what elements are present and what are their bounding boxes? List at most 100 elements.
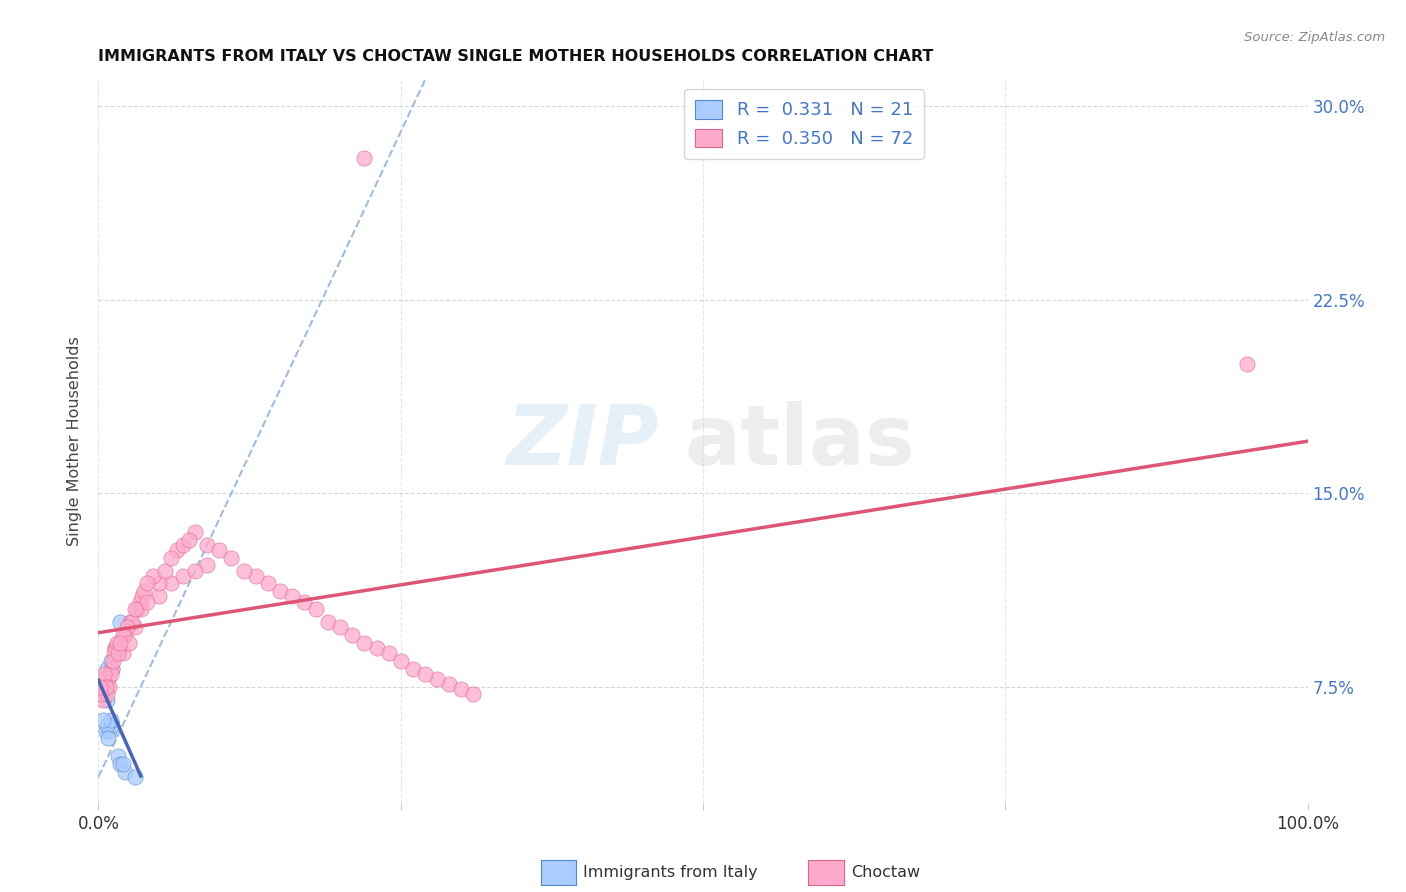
Point bbox=[366, 640, 388, 655]
Point bbox=[96, 662, 118, 676]
Point bbox=[195, 558, 218, 573]
Point bbox=[100, 718, 122, 732]
Point bbox=[172, 568, 194, 582]
Point bbox=[100, 662, 122, 676]
Point bbox=[208, 542, 231, 557]
Point bbox=[111, 757, 134, 772]
Point bbox=[256, 576, 278, 591]
Point bbox=[316, 615, 339, 630]
Point bbox=[94, 680, 117, 694]
Point bbox=[118, 636, 141, 650]
Point bbox=[103, 646, 125, 660]
Text: IMMIGRANTS FROM ITALY VS CHOCTAW SINGLE MOTHER HOUSEHOLDS CORRELATION CHART: IMMIGRANTS FROM ITALY VS CHOCTAW SINGLE … bbox=[98, 49, 934, 64]
Point bbox=[114, 628, 136, 642]
Point bbox=[94, 723, 117, 738]
Point bbox=[160, 550, 183, 565]
Point bbox=[94, 680, 117, 694]
Point bbox=[160, 576, 183, 591]
Point bbox=[108, 636, 131, 650]
Point bbox=[166, 542, 188, 557]
Point bbox=[111, 628, 134, 642]
Point bbox=[105, 636, 128, 650]
Y-axis label: Single Mother Households: Single Mother Households bbox=[67, 336, 83, 547]
Point bbox=[108, 757, 131, 772]
Point bbox=[142, 568, 165, 582]
Point bbox=[91, 672, 114, 686]
Point bbox=[450, 682, 472, 697]
Point bbox=[96, 692, 118, 706]
Point bbox=[377, 646, 399, 660]
Point bbox=[342, 628, 364, 642]
Point bbox=[104, 640, 127, 655]
Point bbox=[232, 564, 254, 578]
Point bbox=[131, 590, 153, 604]
Point bbox=[135, 576, 157, 591]
Point bbox=[153, 564, 176, 578]
Point bbox=[91, 692, 114, 706]
Point bbox=[179, 533, 201, 547]
Legend: R =  0.331   N = 21, R =  0.350   N = 72: R = 0.331 N = 21, R = 0.350 N = 72 bbox=[685, 89, 924, 159]
Point bbox=[91, 672, 114, 686]
Point bbox=[1236, 357, 1258, 371]
Point bbox=[329, 620, 352, 634]
Point bbox=[128, 594, 150, 608]
Point bbox=[195, 538, 218, 552]
Point bbox=[184, 564, 207, 578]
Point bbox=[107, 646, 129, 660]
Text: atlas: atlas bbox=[685, 401, 915, 482]
Point bbox=[305, 602, 328, 616]
Point bbox=[281, 590, 304, 604]
Point bbox=[121, 615, 143, 630]
Point bbox=[107, 749, 129, 764]
Point bbox=[98, 680, 121, 694]
Point bbox=[124, 620, 146, 634]
Point bbox=[108, 615, 131, 630]
Point bbox=[353, 151, 375, 165]
Point bbox=[117, 620, 139, 634]
Point bbox=[124, 602, 146, 616]
Point bbox=[100, 713, 122, 727]
Point bbox=[413, 666, 436, 681]
Point bbox=[101, 654, 124, 668]
Point bbox=[124, 770, 146, 784]
Point bbox=[118, 615, 141, 630]
Point bbox=[98, 723, 121, 738]
Text: ZIP: ZIP bbox=[506, 401, 658, 482]
Point bbox=[111, 646, 134, 660]
Point bbox=[135, 594, 157, 608]
Point bbox=[96, 718, 118, 732]
Point bbox=[114, 764, 136, 779]
Point bbox=[463, 687, 485, 701]
Point bbox=[269, 584, 291, 599]
Point bbox=[426, 672, 449, 686]
Point bbox=[89, 680, 111, 694]
Point bbox=[108, 640, 131, 655]
Point bbox=[148, 576, 170, 591]
Point bbox=[184, 524, 207, 539]
Text: Immigrants from Italy: Immigrants from Italy bbox=[583, 865, 758, 880]
Point bbox=[129, 602, 152, 616]
Point bbox=[437, 677, 460, 691]
Text: Source: ZipAtlas.com: Source: ZipAtlas.com bbox=[1244, 31, 1385, 45]
Point bbox=[292, 594, 315, 608]
Point bbox=[100, 666, 122, 681]
Point bbox=[97, 731, 120, 746]
Point bbox=[100, 662, 122, 676]
Point bbox=[134, 584, 156, 599]
Point bbox=[93, 666, 115, 681]
Point bbox=[389, 654, 412, 668]
Point bbox=[245, 568, 267, 582]
Point bbox=[97, 672, 120, 686]
Point bbox=[96, 687, 118, 701]
Point bbox=[148, 590, 170, 604]
Point bbox=[90, 687, 112, 701]
Point bbox=[100, 654, 122, 668]
Point bbox=[172, 538, 194, 552]
Point bbox=[353, 636, 375, 650]
Point bbox=[104, 640, 127, 655]
Point bbox=[127, 602, 149, 616]
Point bbox=[402, 662, 425, 676]
Point bbox=[91, 680, 114, 694]
Point bbox=[91, 713, 114, 727]
Point bbox=[221, 550, 243, 565]
